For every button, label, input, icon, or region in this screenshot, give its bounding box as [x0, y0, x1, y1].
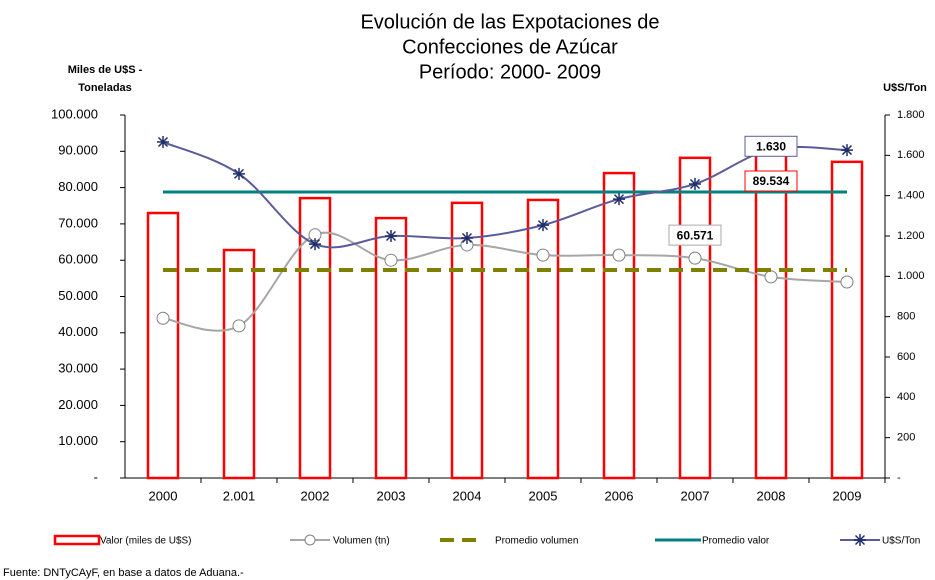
marker	[232, 319, 246, 333]
y2-axis-title: U$S/Ton	[883, 82, 927, 94]
data-label: 89.534	[753, 174, 790, 188]
y-tick-label: 10.000	[58, 433, 98, 448]
y-tick-label: 80.000	[58, 179, 98, 194]
y2-tick-label: 1.000	[897, 270, 925, 282]
y2-tick-label: 800	[897, 311, 915, 323]
x-tick-label: 2009	[833, 488, 862, 503]
y-tick-label: 30.000	[58, 361, 98, 376]
bar	[602, 171, 636, 480]
y2-tick-label: 1.200	[897, 230, 925, 242]
marker	[233, 167, 245, 180]
y2-tick-label: 600	[897, 351, 915, 363]
chart-title: Evolución de las Expotaciones de	[360, 11, 659, 33]
marker	[688, 251, 702, 265]
y-tick-label: 70.000	[58, 215, 98, 230]
y-tick-label: 100.000	[51, 106, 98, 121]
marker	[461, 232, 473, 245]
bar	[754, 151, 788, 480]
line	[162, 231, 848, 332]
data-label-box	[744, 170, 798, 192]
marker	[612, 248, 626, 262]
x-tick-label: 2007	[681, 488, 710, 503]
marker	[764, 270, 778, 284]
y-tick-label: 40.000	[58, 324, 98, 339]
y-tick-label: 20.000	[58, 397, 98, 412]
source-note: Fuente: DNTyCAyF, en base a datos de Adu…	[3, 567, 244, 579]
y2-tick-label: 1.600	[897, 149, 925, 161]
y-axis-title: Toneladas	[78, 82, 132, 94]
bar	[298, 196, 332, 480]
x-tick-label: 2002	[301, 488, 330, 503]
marker	[840, 275, 854, 289]
marker	[536, 248, 550, 262]
y2-tick-label: 400	[897, 391, 915, 403]
bar	[678, 156, 712, 480]
data-label-box	[744, 135, 798, 157]
x-tick-label: 2005	[529, 488, 558, 503]
bar	[146, 211, 180, 480]
legend-label: Promedio volumen	[495, 536, 578, 547]
bar	[222, 248, 256, 480]
marker	[689, 177, 701, 190]
data-label-box	[668, 224, 722, 246]
marker	[537, 219, 549, 232]
legend-label: Volumen (tn)	[333, 536, 390, 547]
y-axis-title: Miles de U$S -	[68, 64, 143, 76]
bar	[830, 160, 864, 480]
marker	[613, 193, 625, 206]
data-label: 1.630	[756, 139, 786, 153]
marker	[156, 311, 170, 325]
x-tick-label: 2003	[377, 488, 406, 503]
x-tick-label: 2004	[453, 488, 482, 503]
y2-tick-label: 200	[897, 432, 915, 444]
y-tick-label: 90.000	[58, 143, 98, 158]
marker	[384, 253, 398, 267]
y2-tick-label: -	[897, 472, 901, 484]
legend-label: U$S/Ton	[882, 536, 920, 547]
line	[162, 141, 848, 249]
x-tick-label: 2.001	[223, 488, 256, 503]
chart-title: Período: 2000- 2009	[419, 61, 601, 83]
y2-tick-label: 1.400	[897, 190, 925, 202]
legend-swatch	[304, 534, 316, 546]
y-tick-label: -	[94, 469, 98, 484]
bar	[526, 198, 560, 480]
marker	[854, 534, 866, 546]
x-tick-label: 2008	[757, 488, 786, 503]
legend-label: Promedio valor	[702, 536, 770, 547]
marker	[841, 144, 853, 157]
marker	[385, 230, 397, 242]
chart-title: Confecciones de Azúcar	[402, 36, 618, 58]
legend-swatch	[53, 534, 101, 546]
marker	[309, 238, 321, 251]
legend-label: Valor (miles de U$S)	[100, 536, 192, 547]
y-tick-label: 50.000	[58, 288, 98, 303]
marker	[157, 136, 169, 149]
data-label: 60.571	[677, 228, 714, 242]
y2-tick-label: 1.800	[897, 109, 925, 121]
y-tick-label: 60.000	[58, 252, 98, 267]
x-tick-label: 2000	[149, 488, 178, 503]
x-tick-label: 2006	[605, 488, 634, 503]
